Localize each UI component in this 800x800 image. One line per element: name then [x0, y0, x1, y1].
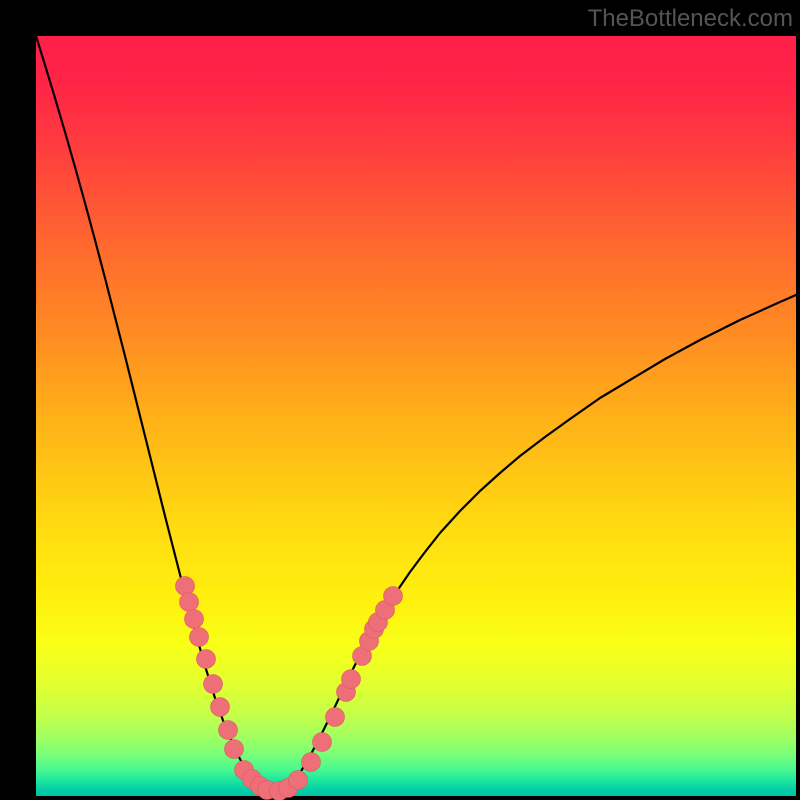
chart-root: TheBottleneck.com — [0, 0, 800, 800]
data-marker — [219, 721, 238, 740]
plot-area — [36, 36, 796, 796]
data-marker — [326, 708, 345, 727]
chart-svg: TheBottleneck.com — [0, 0, 800, 800]
data-marker — [289, 771, 308, 790]
data-marker — [180, 593, 199, 612]
data-marker — [384, 587, 403, 606]
data-marker — [190, 628, 209, 647]
data-marker — [197, 650, 216, 669]
watermark-text: TheBottleneck.com — [588, 5, 793, 32]
data-marker — [225, 740, 244, 759]
data-marker — [313, 733, 332, 752]
data-marker — [204, 675, 223, 694]
data-marker — [302, 753, 321, 772]
data-marker — [185, 610, 204, 629]
data-marker — [342, 670, 361, 689]
data-marker — [211, 698, 230, 717]
